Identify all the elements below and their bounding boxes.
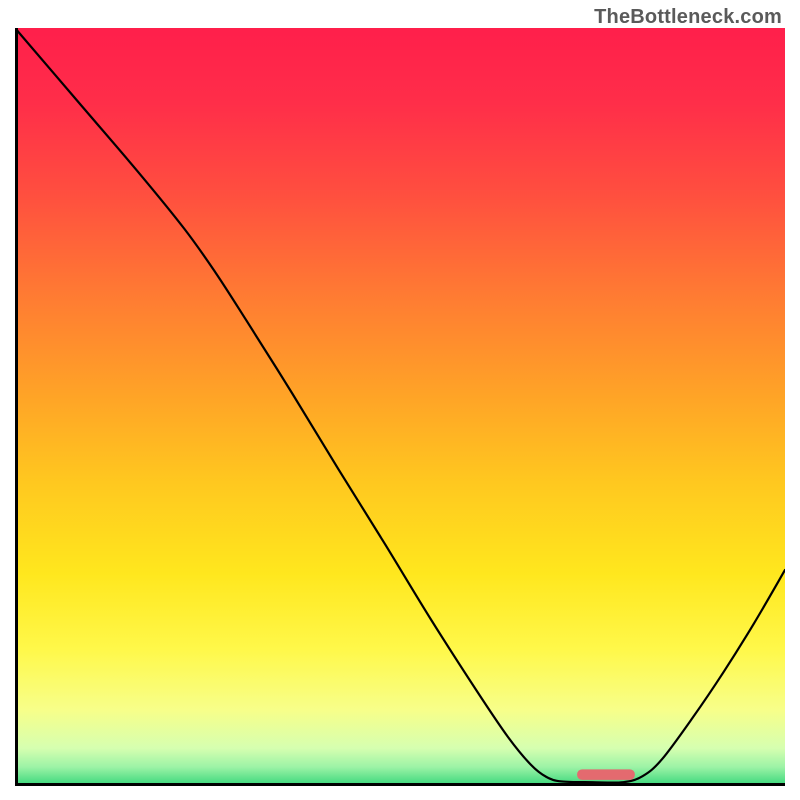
watermark-text: TheBottleneck.com: [594, 6, 782, 29]
gradient-background: [15, 28, 785, 786]
chart-svg: [15, 28, 785, 786]
optimal-marker: [577, 769, 635, 780]
plot-area: [15, 28, 785, 786]
chart-container: TheBottleneck.com: [0, 0, 800, 800]
